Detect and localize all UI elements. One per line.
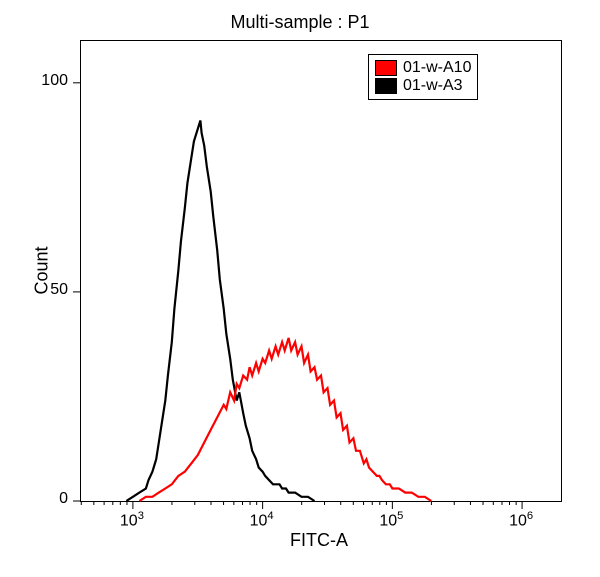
legend-label: 01-w-A3 bbox=[403, 77, 463, 95]
legend-label: 01-w-A10 bbox=[403, 59, 471, 77]
x-tick-label: 103 bbox=[120, 510, 144, 530]
legend-swatch bbox=[375, 78, 397, 94]
legend-swatch bbox=[375, 60, 397, 76]
plot-area bbox=[80, 40, 562, 502]
x-tick-label: 106 bbox=[509, 510, 533, 530]
y-tick-label: 50 bbox=[50, 281, 68, 299]
plot-svg bbox=[81, 41, 561, 501]
x-axis-label: FITC-A bbox=[290, 530, 348, 551]
series-01-w-A3 bbox=[126, 121, 314, 502]
series-01-w-A10 bbox=[139, 338, 431, 501]
legend: 01-w-A1001-w-A3 bbox=[368, 54, 478, 100]
legend-item: 01-w-A3 bbox=[375, 77, 471, 95]
chart-container: Multi-sample : P1 Count FITC-A 01-w-A100… bbox=[0, 0, 600, 577]
legend-item: 01-w-A10 bbox=[375, 59, 471, 77]
chart-title: Multi-sample : P1 bbox=[0, 12, 600, 33]
x-tick-label: 104 bbox=[250, 510, 274, 530]
x-tick-label: 105 bbox=[379, 510, 403, 530]
y-tick-label: 100 bbox=[41, 72, 68, 90]
y-tick-label: 0 bbox=[59, 490, 68, 508]
